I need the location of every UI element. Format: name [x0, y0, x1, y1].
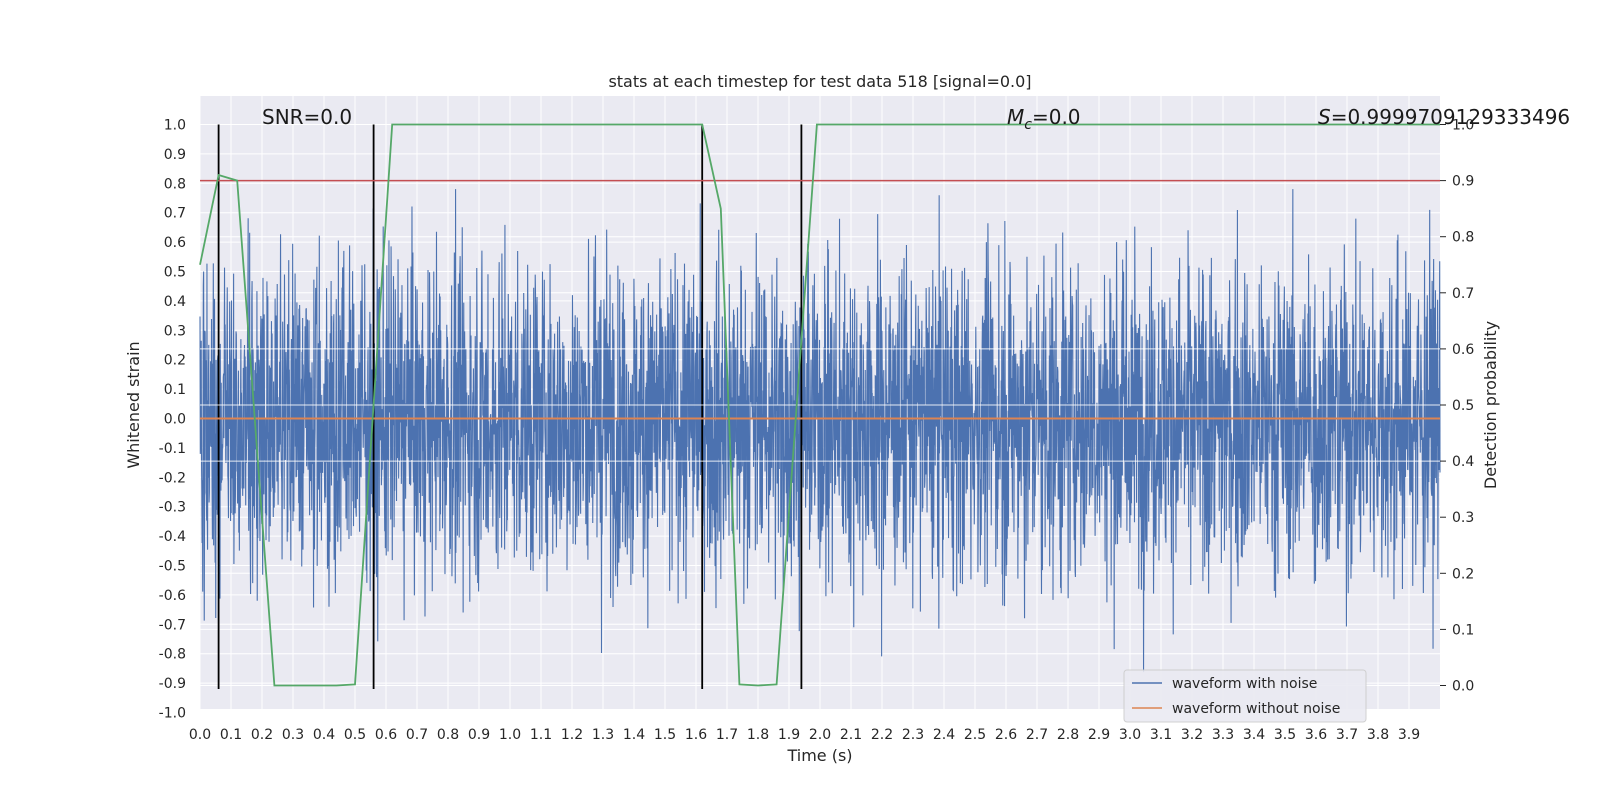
x-tick-label: 2.2 [871, 727, 893, 743]
mc-symbol: M [1007, 105, 1024, 129]
x-axis-label: Time (s) [786, 746, 852, 765]
y-tick-label: -0.8 [159, 647, 186, 663]
x-tick-label: 2.7 [1026, 727, 1048, 743]
y-tick-label: -0.5 [159, 559, 186, 575]
legend-label-noise: waveform with noise [1172, 676, 1317, 692]
y-right-tick-label: 0.5 [1452, 398, 1474, 414]
x-tick-label: 2.4 [933, 727, 955, 743]
y-tick-label: -0.7 [159, 617, 186, 633]
y-tick-label: 0.0 [164, 412, 186, 428]
y-right-tick-label: 0.4 [1452, 454, 1474, 470]
x-tick-label: 3.1 [1150, 727, 1172, 743]
y-tick-labels: 1.0 0.9 0.8 0.7 0.6 0.5 0.4 0.3 0.2 0.1 0.0 -0.1 -0.… [159, 118, 186, 722]
y-right-tick-label: 0.6 [1452, 342, 1474, 358]
y-right-tick-label: 0.7 [1452, 286, 1474, 302]
x-tick-label: 1.4 [623, 727, 645, 743]
y-tick-label: -0.3 [159, 500, 186, 516]
chart-title: stats at each timestep for test data 518… [608, 72, 1031, 91]
x-tick-label: 0.1 [220, 727, 242, 743]
x-tick-label: 2.6 [995, 727, 1017, 743]
x-tick-label: 2.0 [809, 727, 831, 743]
x-tick-label: 3.4 [1243, 727, 1265, 743]
y-tick-label: 0.9 [164, 147, 186, 163]
x-tick-label: 3.3 [1212, 727, 1234, 743]
x-tick-label: 0.9 [468, 727, 490, 743]
y-right-tick-label: 0.2 [1452, 566, 1474, 582]
legend-label-clean: waveform without noise [1172, 701, 1340, 717]
x-tick-label: 1.9 [778, 727, 800, 743]
snr-annotation: SNR=0.0 [262, 105, 352, 129]
y-right-tick-label: 0.9 [1452, 174, 1474, 190]
x-tick-label: 1.2 [561, 727, 583, 743]
y-tick-label: 0.7 [164, 206, 186, 222]
y-tick-label: -1.0 [159, 706, 186, 722]
x-tick-label: 0.0 [189, 727, 211, 743]
y-tick-label: 0.3 [164, 323, 186, 339]
x-tick-label: 3.0 [1119, 727, 1141, 743]
y-right-tick-labels: 1.0 0.9 0.8 0.7 0.6 0.5 0.4 0.3 0.2 0.1 0.0 [1440, 118, 1474, 695]
x-tick-label: 0.7 [406, 727, 428, 743]
detection-probability-line [199, 123, 1440, 687]
series-waveform-with-noise [199, 189, 1441, 673]
x-tick-label: 0.2 [251, 727, 273, 743]
x-tick-label: 0.8 [437, 727, 459, 743]
y-tick-label: 0.8 [164, 176, 186, 192]
y-tick-label: 0.5 [164, 265, 186, 281]
y-right-axis-label: Detection probability [1481, 321, 1500, 489]
y-tick-label: -0.6 [159, 588, 186, 604]
y-tick-label: -0.9 [159, 676, 186, 692]
grid [199, 96, 1440, 713]
x-tick-label: 1.6 [685, 727, 707, 743]
x-tick-label: 3.2 [1181, 727, 1203, 743]
y-tick-label: 0.1 [164, 382, 186, 398]
x-tick-label: 1.1 [530, 727, 552, 743]
detection-vlines [217, 124, 803, 689]
y-tick-label: -0.4 [159, 529, 186, 545]
y-axis-label: Whitened strain [124, 341, 143, 468]
x-tick-label: 2.9 [1088, 727, 1110, 743]
x-tick-label: 3.6 [1305, 727, 1327, 743]
legend: waveform with noise waveform without noi… [1123, 669, 1367, 723]
x-tick-label: 1.7 [716, 727, 738, 743]
y-right-tick-label: 0.8 [1452, 230, 1474, 246]
y-right-tick-label: 0.0 [1452, 679, 1474, 695]
x-tick-label: 2.3 [902, 727, 924, 743]
y-tick-label: -0.2 [159, 470, 186, 486]
x-tick-label: 3.7 [1336, 727, 1358, 743]
x-tick-label: 0.4 [313, 727, 335, 743]
y-tick-label: 0.2 [164, 353, 186, 369]
x-tick-label: 1.5 [654, 727, 676, 743]
x-tick-labels: 0.0 0.1 0.2 0.3 0.4 0.5 0.6 0.7 0.8 0.9 1.0 1.1 1.2 1… [189, 727, 1420, 743]
x-tick-label: 1.3 [592, 727, 614, 743]
x-tick-label: 1.0 [499, 727, 521, 743]
y-right-tick-label: 0.1 [1452, 622, 1474, 638]
x-tick-label: 0.5 [344, 727, 366, 743]
x-tick-label: 3.5 [1274, 727, 1296, 743]
s-annotation: S=0.9999709129333496 [1318, 105, 1570, 129]
legend-box [1123, 669, 1367, 723]
x-tick-label: 3.9 [1398, 727, 1420, 743]
s-value: =0.9999709129333496 [1331, 105, 1570, 129]
y-tick-label: -0.1 [159, 441, 186, 457]
y-tick-label: 1.0 [164, 118, 186, 134]
y-tick-label: 0.4 [164, 294, 186, 310]
mc-subscript: c [1024, 117, 1032, 133]
x-tick-label: 2.1 [840, 727, 862, 743]
mc-value: =0.0 [1032, 105, 1081, 129]
s-symbol: S [1318, 105, 1331, 129]
x-tick-label: 1.8 [747, 727, 769, 743]
x-tick-label: 2.8 [1057, 727, 1079, 743]
x-tick-label: 2.5 [964, 727, 986, 743]
x-tick-label: 3.8 [1367, 727, 1389, 743]
y-right-tick-label: 1.0 [1452, 118, 1474, 134]
y-tick-label: 0.6 [164, 235, 186, 251]
x-tick-label: 0.6 [375, 727, 397, 743]
x-tick-label: 0.3 [282, 727, 304, 743]
y-right-tick-label: 0.3 [1452, 510, 1474, 526]
series-overlays [199, 123, 1440, 687]
mc-annotation: Mc=0.0 [1007, 105, 1081, 133]
waveform-with-noise-line [199, 189, 1441, 673]
